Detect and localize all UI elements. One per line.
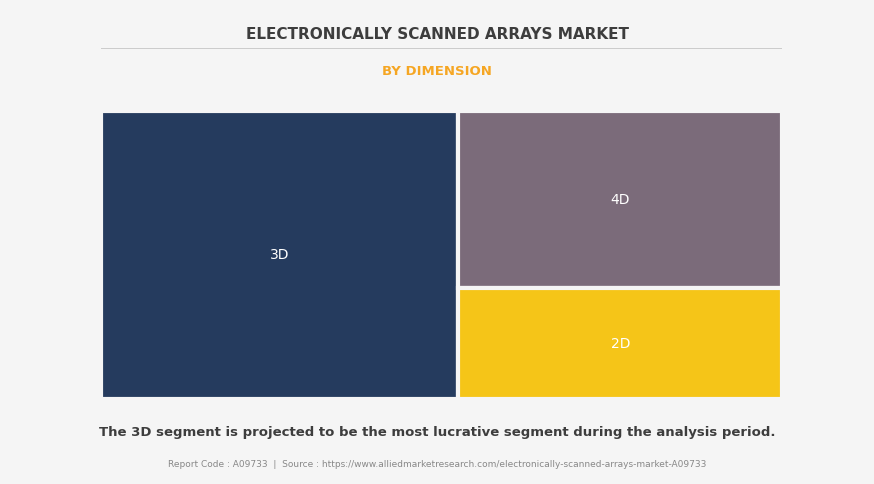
FancyBboxPatch shape xyxy=(101,111,458,399)
FancyBboxPatch shape xyxy=(458,111,782,288)
Text: 4D: 4D xyxy=(611,193,630,207)
Text: ELECTRONICALLY SCANNED ARRAYS MARKET: ELECTRONICALLY SCANNED ARRAYS MARKET xyxy=(246,27,628,42)
Text: 3D: 3D xyxy=(270,248,289,262)
FancyBboxPatch shape xyxy=(458,288,782,399)
Text: 2D: 2D xyxy=(611,337,630,351)
Text: The 3D segment is projected to be the most lucrative segment during the analysis: The 3D segment is projected to be the mo… xyxy=(99,426,775,439)
Text: Report Code : A09733  |  Source : https://www.alliedmarketresearch.com/electroni: Report Code : A09733 | Source : https://… xyxy=(168,460,706,469)
Text: BY DIMENSION: BY DIMENSION xyxy=(382,65,492,78)
